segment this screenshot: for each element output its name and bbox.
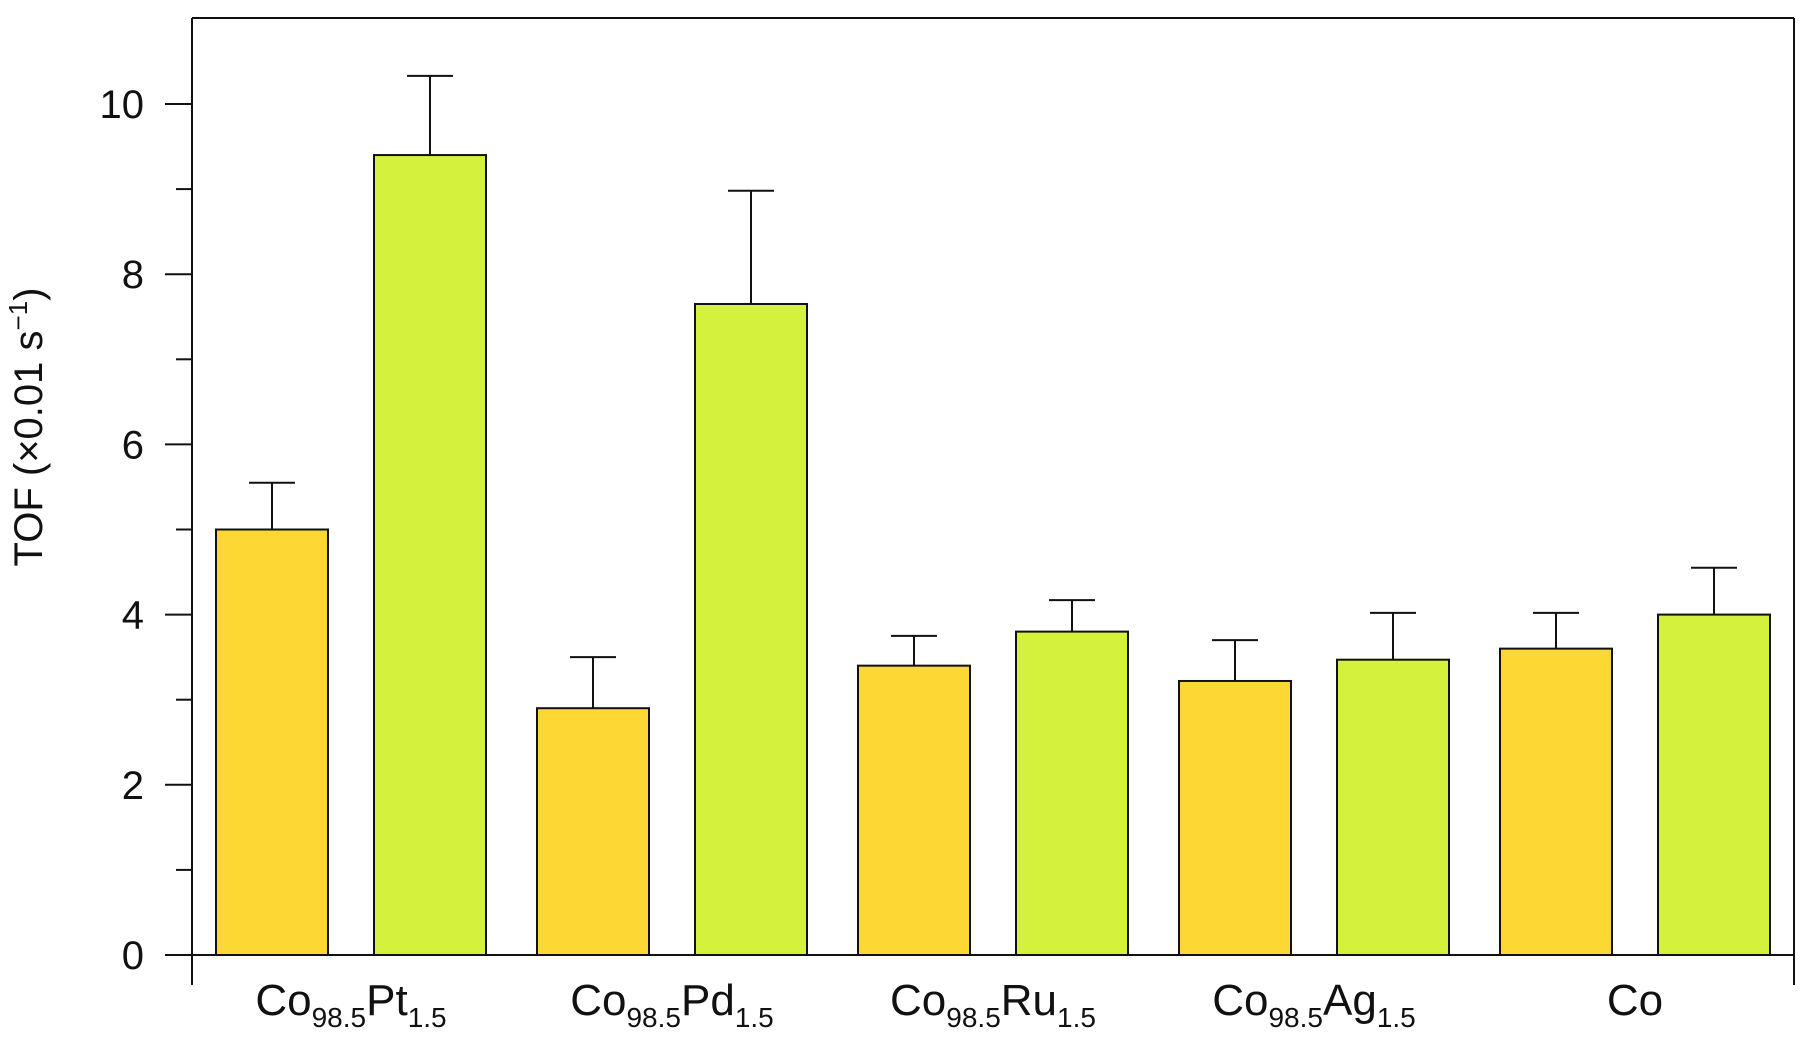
y-axis: 0 2 4 6 8 10	[100, 83, 192, 978]
category-label-subscript: 98.5	[946, 1002, 1001, 1033]
y-tick-label: 8	[122, 253, 144, 297]
category-label: Co98.5Ru1.5	[890, 976, 1096, 1033]
category-label: Co98.5Pt1.5	[255, 976, 446, 1033]
bar	[215, 528, 329, 956]
y-tick-label: 2	[122, 764, 144, 808]
bar	[1015, 630, 1129, 956]
category-label-part: Ru	[1001, 976, 1057, 1025]
bars	[215, 154, 1771, 957]
category-label-part: Pt	[366, 976, 408, 1025]
bar	[857, 664, 971, 956]
error-bars	[249, 74, 1737, 709]
bar	[1499, 647, 1613, 956]
bar	[536, 707, 650, 957]
category-label-subscript: 1.5	[1377, 1002, 1416, 1033]
category-label-subscript: 98.5	[312, 1002, 367, 1033]
x-axis-labels: Co98.5Pt1.5 Co98.5Pd1.5 Co98.5Ru1.5 Co98.5A…	[255, 976, 1663, 1033]
category-label: Co98.5Pd1.5	[570, 976, 774, 1033]
y-axis-title: TOF (×0.01 s−1)	[3, 288, 51, 567]
category-label-part: Co	[1212, 976, 1268, 1025]
category-label-part: Ag	[1323, 976, 1377, 1025]
category-label: Co98.5Ag1.5	[1212, 976, 1416, 1033]
category-label-subscript: 1.5	[735, 1002, 774, 1033]
y-tick-label: 6	[122, 423, 144, 467]
category-label-subscript: 98.5	[1268, 1002, 1323, 1033]
category-label-part: Co	[255, 976, 311, 1025]
category-label-subscript: 98.5	[626, 1002, 681, 1033]
y-tick-label: 4	[122, 594, 144, 638]
category-label-subscript: 1.5	[408, 1002, 447, 1033]
category-label: Co	[1607, 976, 1663, 1025]
category-label-part: Co	[890, 976, 946, 1025]
bar	[1657, 613, 1771, 956]
bar	[694, 302, 808, 956]
category-label-part: Co	[1607, 976, 1663, 1025]
bar	[1336, 658, 1450, 956]
y-axis-title-end: )	[7, 288, 51, 301]
category-label-subscript: 1.5	[1057, 1002, 1096, 1033]
y-axis-title-sup: −1	[3, 301, 33, 331]
category-label-part: Co	[570, 976, 626, 1025]
category-label-part: Pd	[681, 976, 735, 1025]
y-tick-label: 10	[100, 83, 145, 127]
y-tick-label: 0	[122, 934, 144, 978]
bar	[373, 154, 487, 956]
y-axis-title-main: TOF (×0.01 s	[7, 330, 51, 566]
bar	[1178, 679, 1292, 957]
